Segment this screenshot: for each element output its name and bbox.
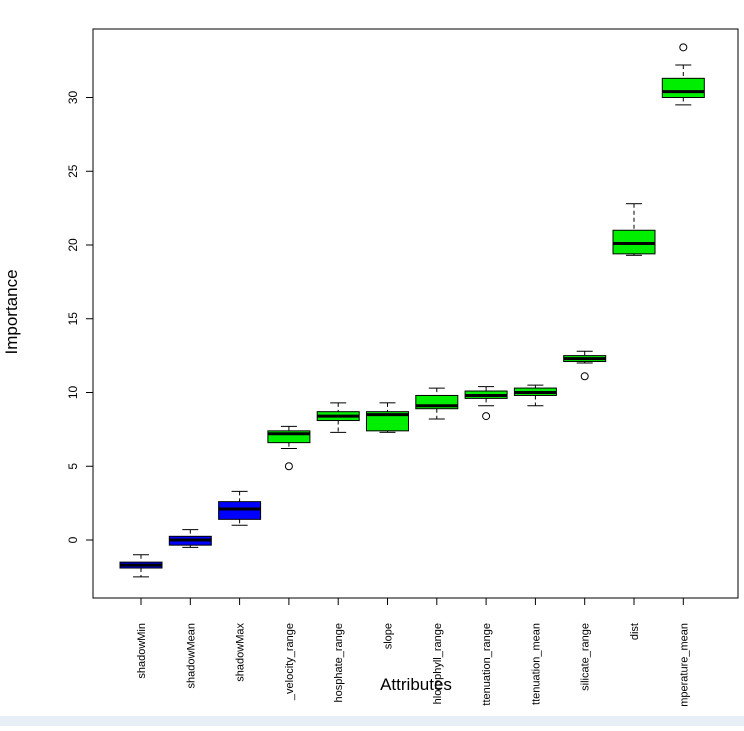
- box-0: [119, 554, 163, 578]
- box-1: [168, 529, 212, 548]
- box-2: [218, 490, 262, 526]
- x-tick-label: shadowMax: [235, 623, 247, 682]
- box-11: [661, 43, 705, 106]
- outlier-point: [284, 462, 293, 471]
- outlier-point: [679, 43, 688, 52]
- y-axis-label: Importance: [2, 269, 21, 354]
- y-axis: 0 5 10 15 20 25 30: [66, 91, 94, 543]
- plot-frame: [92, 28, 739, 599]
- x-tick-label: hosphate_range: [333, 623, 345, 703]
- box-body: [267, 430, 311, 444]
- box-7: [464, 386, 508, 421]
- box-9: [563, 350, 607, 381]
- box-8: [513, 384, 557, 407]
- y-tick-label: 30: [66, 91, 80, 105]
- box-series: [119, 43, 705, 578]
- y-tick-label: 5: [66, 463, 80, 470]
- x-tick-label: ttenuation_range: [481, 623, 493, 706]
- y-tick-label: 15: [66, 312, 80, 326]
- box-5: [366, 402, 409, 433]
- box-10: [612, 203, 656, 256]
- x-tick-label: _velocity_range: [284, 623, 296, 701]
- outlier-point: [482, 412, 491, 421]
- y-tick-label: 0: [66, 536, 80, 543]
- x-tick-label: ttenuation_mean: [530, 623, 542, 705]
- x-tick-label: slope: [383, 623, 395, 649]
- box-body: [661, 77, 705, 98]
- window-bottom-strip: [0, 716, 744, 726]
- x-axis: shadowMin shadowMean shadowMax _velocity_ra…: [136, 598, 690, 707]
- y-tick-label: 25: [66, 164, 80, 178]
- box-6: [415, 387, 459, 420]
- x-tick-label: shadowMin: [136, 623, 148, 679]
- box-body: [366, 411, 409, 432]
- box-3: [267, 425, 311, 471]
- x-tick-label: shadowMean: [185, 623, 197, 688]
- y-tick-label: 10: [66, 386, 80, 400]
- y-tick-label: 20: [66, 238, 80, 252]
- x-tick-label: hlorophyll_range: [432, 623, 444, 704]
- outlier-point: [580, 372, 589, 381]
- x-tick-label: silicate_range: [580, 623, 592, 691]
- x-axis-label: Attributes: [380, 675, 452, 694]
- box-4: [316, 402, 360, 433]
- x-tick-label: mperature_mean: [678, 623, 690, 707]
- x-tick-label: dist: [629, 623, 641, 640]
